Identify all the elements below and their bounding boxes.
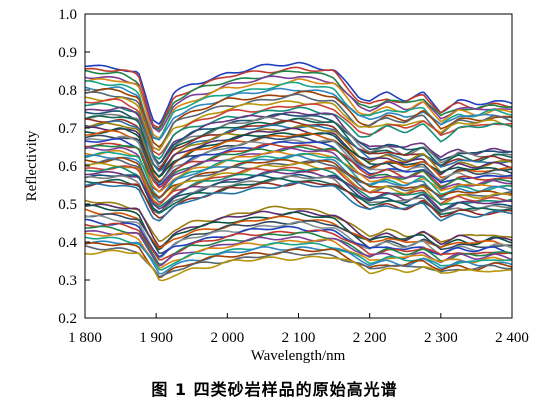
x-tick-label: 2 200 — [353, 330, 387, 346]
figure-caption: 图 1 四类砂岩样品的原始高光谱 — [151, 380, 398, 399]
y-tick-label: 0.5 — [58, 197, 77, 213]
x-axis: 1 800 1 900 2 000 2 100 2 200 2 300 2 400 — [68, 313, 529, 346]
spectrum-line — [85, 240, 512, 275]
spectrum-line — [85, 66, 512, 129]
spectrum-line — [85, 138, 512, 187]
spectrum-line — [85, 170, 512, 211]
x-tick-label: 2 100 — [282, 330, 316, 346]
spectrum-line — [85, 102, 512, 160]
spectrum-line — [85, 165, 512, 206]
x-axis-label: Wavelength/nm — [251, 348, 346, 364]
spectrum-line — [85, 98, 512, 156]
spectrum-line — [85, 86, 512, 141]
reflectance-chart: 0.2 0.3 0.4 0.5 0.6 0.7 0.8 0.9 1.0 1 800 1 900 2 … — [24, 7, 529, 364]
spectrum-line — [85, 78, 512, 140]
spectrum-line — [85, 245, 512, 278]
spectrum-line — [85, 154, 512, 200]
spectrum-line — [85, 249, 512, 282]
spectrum-line — [85, 175, 512, 215]
spectrum-line — [85, 225, 512, 265]
y-tick-label: 0.2 — [58, 311, 77, 327]
spectrum-line — [85, 110, 512, 165]
y-tick-label: 0.8 — [58, 83, 77, 99]
spectrum-line — [85, 134, 512, 184]
x-tick-label: 1 800 — [68, 330, 102, 346]
spectrum-line — [85, 208, 512, 249]
spectrum-line — [85, 166, 512, 208]
x-tick-label: 1 900 — [139, 330, 173, 346]
spectrum-line — [85, 203, 512, 248]
spectrum-line — [85, 129, 512, 182]
y-tick-label: 1.0 — [58, 7, 77, 23]
spectrum-line — [85, 199, 512, 243]
spectrum-line — [85, 236, 512, 271]
y-axis: 0.2 0.3 0.4 0.5 0.6 0.7 0.8 0.9 1.0 — [58, 7, 90, 327]
spectrum-line — [85, 75, 512, 133]
spectrum-line — [85, 120, 512, 172]
y-tick-label: 0.9 — [58, 45, 77, 61]
y-tick-label: 0.7 — [58, 121, 77, 137]
y-tick-label: 0.4 — [58, 235, 77, 251]
y-tick-label: 0.3 — [58, 273, 77, 289]
spectrum-line — [85, 96, 512, 151]
y-axis-label: Reflectivity — [24, 130, 40, 201]
spectrum-line — [85, 88, 512, 148]
spectrum-line — [85, 142, 512, 189]
x-tick-label: 2 300 — [424, 330, 458, 346]
spectrum-line — [85, 181, 512, 222]
spectra-lines — [85, 61, 512, 282]
y-tick-label: 0.6 — [58, 159, 77, 175]
spectrum-line — [85, 69, 512, 131]
x-tick-label: 2 400 — [495, 330, 529, 346]
x-tick-label: 2 000 — [210, 330, 244, 346]
spectrum-line — [85, 177, 512, 216]
